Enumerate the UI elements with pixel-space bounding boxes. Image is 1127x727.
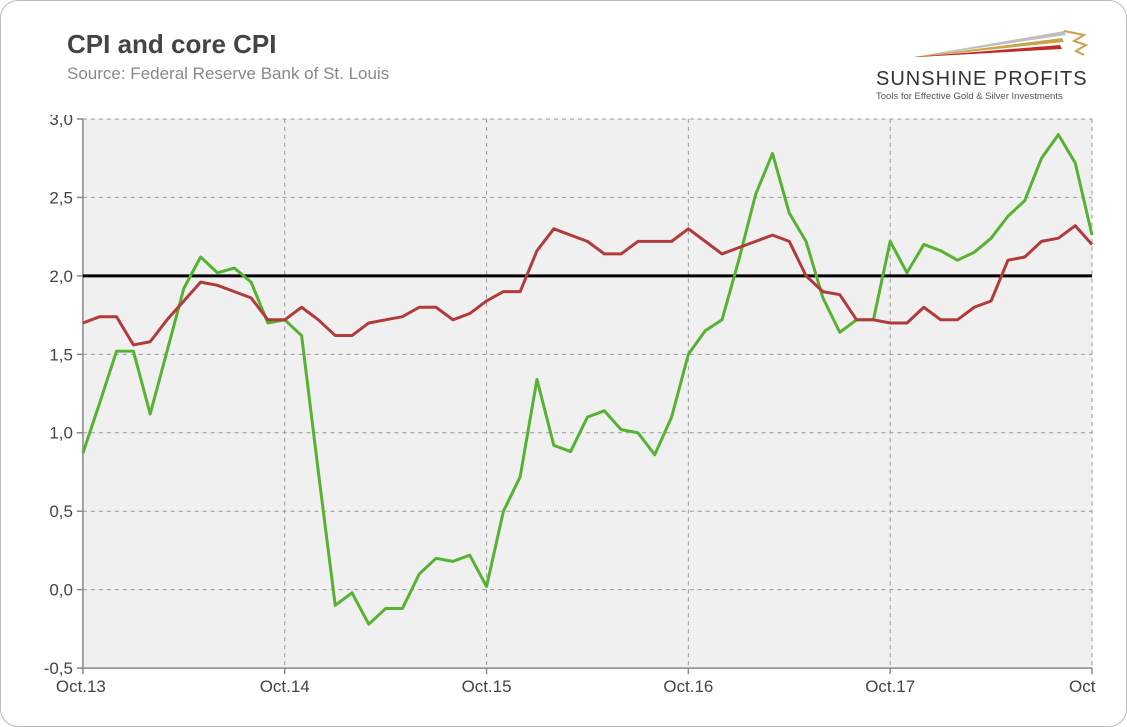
chart-container: CPI and core CPI Source: Federal Reserve… <box>0 0 1127 727</box>
x-tick-label: Oct.14 <box>260 677 310 696</box>
brand-word-1: SUNSHINE <box>876 68 987 90</box>
chart-header: CPI and core CPI Source: Federal Reserve… <box>33 29 1096 103</box>
x-tick-label: Oct.18 <box>1069 677 1096 696</box>
titles-block: CPI and core CPI Source: Federal Reserve… <box>67 29 389 84</box>
chart-source: Source: Federal Reserve Bank of St. Loui… <box>67 64 389 84</box>
brand-tagline: Tools for Effective Gold & Silver Invest… <box>876 91 1096 102</box>
y-tick-label: 3,0 <box>49 115 73 129</box>
x-tick-label: Oct.16 <box>663 677 713 696</box>
x-tick-label: Oct.15 <box>462 677 512 696</box>
x-tick-label: Oct.13 <box>56 677 106 696</box>
y-tick-label: 1,5 <box>49 345 73 364</box>
y-tick-label: 0,5 <box>49 502 73 521</box>
brand-word-2: PROFITS <box>994 68 1088 90</box>
y-tick-label: 0,0 <box>49 581 73 600</box>
y-tick-label: 1,0 <box>49 424 73 443</box>
y-tick-label: -0,5 <box>44 659 73 678</box>
x-tick-label: Oct.17 <box>865 677 915 696</box>
plot-area: -0,5 0,0 0,5 1,0 1,5 2,0 2,5 3,0 Oct.13 Oct.14 Oct… <box>33 115 1096 700</box>
chart-title: CPI and core CPI <box>67 29 389 60</box>
y-tick-label: 2,0 <box>49 267 73 286</box>
chart-svg: -0,5 0,0 0,5 1,0 1,5 2,0 2,5 3,0 Oct.13 Oct.14 Oct… <box>33 115 1096 700</box>
brand-logo: SUNSHINE PROFITS Tools for Effective Gol… <box>876 29 1096 102</box>
brand-name: SUNSHINE PROFITS <box>876 68 1096 91</box>
plot-background <box>83 119 1092 668</box>
y-tick-label: 2,5 <box>49 188 73 207</box>
sunburst-icon <box>876 29 1096 61</box>
